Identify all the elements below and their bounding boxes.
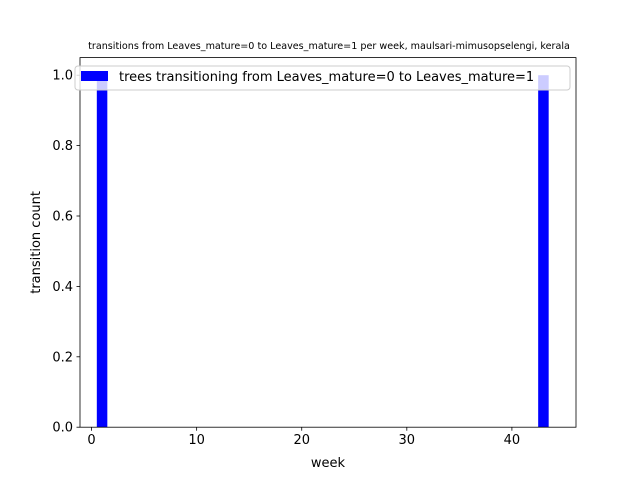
legend-frame xyxy=(74,65,571,91)
y-axis-label: transition count xyxy=(29,191,44,294)
x-axis-label: week xyxy=(311,456,346,471)
x-tick-label: 10 xyxy=(188,433,205,448)
y-axis-ticks: 0.0 0.2 0.4 0.6 0.8 1.0 xyxy=(52,69,80,436)
y-tick-label: 0.0 xyxy=(52,421,73,436)
legend-label: trees transitioning from Leaves_mature=0… xyxy=(119,70,534,85)
x-tick-label: 20 xyxy=(293,433,310,448)
y-tick-label: 0.8 xyxy=(52,139,73,154)
y-tick-label: 0.4 xyxy=(52,280,73,295)
x-tick-label: 40 xyxy=(504,433,521,448)
y-tick-label: 0.6 xyxy=(52,210,73,225)
bar xyxy=(538,75,549,428)
y-tick-label: 0.2 xyxy=(52,350,73,365)
x-tick-label: 30 xyxy=(399,433,416,448)
bar xyxy=(96,75,108,428)
x-axis-ticks: 0 10 20 30 40 xyxy=(87,427,520,448)
bar-series xyxy=(96,75,549,428)
legend-swatch xyxy=(81,71,108,81)
plot-area xyxy=(79,57,577,428)
chart-title: transitions from Leaves_mature=0 to Leav… xyxy=(88,41,570,52)
x-tick-label: 0 xyxy=(87,433,95,448)
y-tick-label: 1.0 xyxy=(52,69,73,84)
legend: trees transitioning from Leaves_mature=0… xyxy=(74,65,571,91)
